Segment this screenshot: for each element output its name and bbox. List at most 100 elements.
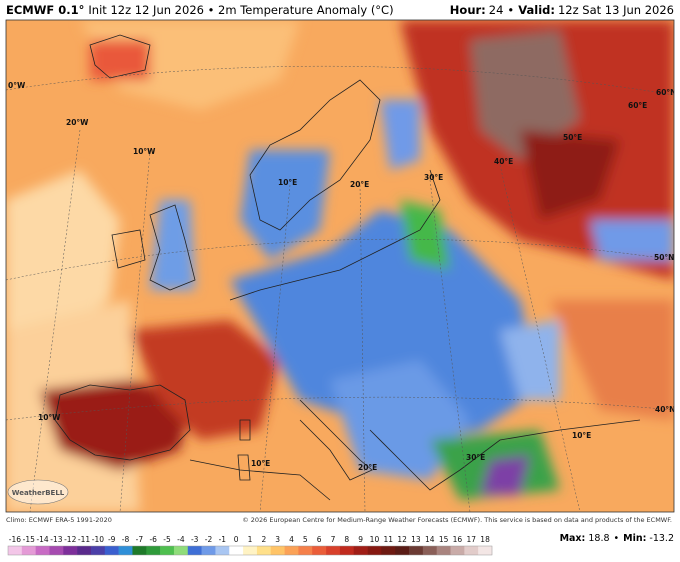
colorbar-swatch <box>201 546 216 555</box>
graticule-label: 30°E <box>466 453 485 462</box>
model: ECMWF 0.1° <box>6 3 84 17</box>
colorbar-tick-label: -1 <box>219 535 227 544</box>
graticule-label: 30°E <box>424 173 443 182</box>
colorbar-swatch <box>339 546 355 555</box>
colorbar-swatch <box>173 546 189 555</box>
colorbar-tick-label: -10 <box>92 535 104 544</box>
coastlines <box>54 34 641 501</box>
colorbar: -16 -15 -14 -13 -12 -11 -10 -9 -8 -7 -6 -5 -4 -3 -2 -1 0… <box>7 535 493 556</box>
graticule-label: 60°N <box>656 88 676 97</box>
graticule-label: 40°N <box>655 405 675 414</box>
colorbar-swatch <box>8 546 23 555</box>
colorbar-swatch <box>215 546 230 555</box>
colorbar-swatch <box>104 546 119 555</box>
map: 0°W 20°W 10°W 10°E 20°E 30°E 40°E 50°E 60°E 60°N 5… <box>6 20 676 512</box>
colorbar-swatch <box>367 546 382 555</box>
map-frame <box>5 19 675 513</box>
colorbar-swatch <box>160 546 175 555</box>
graticule-label: 50°N <box>654 253 674 262</box>
colorbar-tick-label: -3 <box>191 535 199 544</box>
graticule-label: 60°E <box>628 101 647 110</box>
colorbar-swatch <box>478 546 493 555</box>
colorbar-tick-label: -12 <box>64 535 76 544</box>
colorbar-swatch <box>146 546 161 555</box>
hour: 24 <box>489 3 504 17</box>
max-label: Max: <box>560 533 586 544</box>
colorbar-swatch <box>450 546 465 555</box>
colorbar-swatch <box>35 546 50 555</box>
colorbar-swatch <box>256 546 272 555</box>
colorbar-tick-label: 10 <box>370 535 380 544</box>
colorbar-swatch <box>243 546 258 555</box>
colorbar-swatch <box>229 546 244 555</box>
separator: • <box>507 3 514 17</box>
header-left: ECMWF 0.1° Init 12z 12 Jun 2026 • 2m Temp… <box>6 3 394 17</box>
header-right: Hour: 24 • Valid: 12z Sat 13 Jun 2026 <box>450 3 674 17</box>
max: 18.8 <box>588 533 609 544</box>
colorbar-swatch <box>49 546 64 555</box>
colorbar-swatch <box>381 546 396 555</box>
colorbar-swatch <box>63 546 78 555</box>
colorbar-swatch <box>270 546 285 555</box>
logo-text: WeatherBELL <box>12 489 65 497</box>
colorbar-swatch <box>353 546 368 555</box>
colorbar-tick-label: -7 <box>136 535 144 544</box>
colorbar-swatch <box>312 546 327 555</box>
colorbar-tick-label: 5 <box>303 535 308 544</box>
colorbar-tick-label: 0 <box>234 535 239 544</box>
colorbar-tick-label: -8 <box>122 535 130 544</box>
logo: WeatherBELL <box>7 479 69 505</box>
colorbar-swatch <box>395 546 410 555</box>
colorbar-swatch <box>298 546 313 555</box>
colorbar-frame <box>7 545 493 556</box>
colorbar-tick-label: 15 <box>439 535 449 544</box>
copyright: © 2026 European Centre for Medium-Range … <box>242 516 672 524</box>
colorbar-tick-label: -6 <box>149 535 157 544</box>
graticule-label: 10°E <box>572 431 591 440</box>
colorbar-tick-label: -5 <box>163 535 171 544</box>
colorbar-tick-label: 7 <box>331 535 336 544</box>
valid: 12z Sat 13 Jun 2026 <box>558 3 674 17</box>
colorbar-swatch <box>21 546 36 555</box>
graticule-label: 10°E <box>278 178 297 187</box>
colorbar-tick-label: 4 <box>289 535 294 544</box>
stats: Max: 18.8 • Min: -13.2 <box>560 533 674 544</box>
colorbar-tick-label: 9 <box>358 535 363 544</box>
graticule-label: 20°W <box>66 118 89 127</box>
colorbar-tick-label: 6 <box>317 535 322 544</box>
colorbar-swatch <box>132 546 147 555</box>
colorbar-tick-label: -13 <box>50 535 62 544</box>
valid-label: Valid: <box>518 3 555 17</box>
colorbar-swatch <box>326 546 341 555</box>
graticule <box>6 65 674 512</box>
graticule-label: 20°E <box>358 463 377 472</box>
colorbar-swatch <box>284 546 299 555</box>
stats-separator: • <box>614 533 620 544</box>
graticule-labels: 0°W 20°W 10°W 10°E 20°E 30°E 40°E 50°E 60°E 60°N 5… <box>8 81 676 472</box>
colorbar-tick-label: 18 <box>480 535 490 544</box>
colorbar-tick-label: -14 <box>36 535 48 544</box>
graticule-label: 0°W <box>8 81 26 90</box>
colorbar-tick-label: 8 <box>344 535 349 544</box>
header: ECMWF 0.1° Init 12z 12 Jun 2026 • 2m Temp… <box>6 3 674 17</box>
colorbar-swatch <box>187 546 202 555</box>
graticule-label: 20°E <box>350 180 369 189</box>
graticule-label: 50°E <box>563 133 582 142</box>
graticule-label: 40°E <box>494 157 513 166</box>
colorbar-tick-label: -9 <box>108 535 116 544</box>
min-label: Min: <box>623 533 646 544</box>
colorbar-swatch <box>90 546 106 555</box>
graticule-label: 10°W <box>38 413 61 422</box>
graticule-label: 10°E <box>251 459 270 468</box>
hour-label: Hour: <box>450 3 486 17</box>
colorbar-tick-label: -15 <box>23 535 35 544</box>
colorbar-tick-label: 1 <box>248 535 253 544</box>
colorbar-tick-label: 17 <box>466 535 476 544</box>
title: Init 12z 12 Jun 2026 • 2m Temperature An… <box>88 3 393 17</box>
colorbar-tick-label: -16 <box>9 535 21 544</box>
colorbar-swatch <box>118 546 133 555</box>
colorbar-tick-label: 13 <box>411 535 421 544</box>
colorbar-swatch <box>409 546 424 555</box>
colorbar-tick-label: 11 <box>384 535 394 544</box>
